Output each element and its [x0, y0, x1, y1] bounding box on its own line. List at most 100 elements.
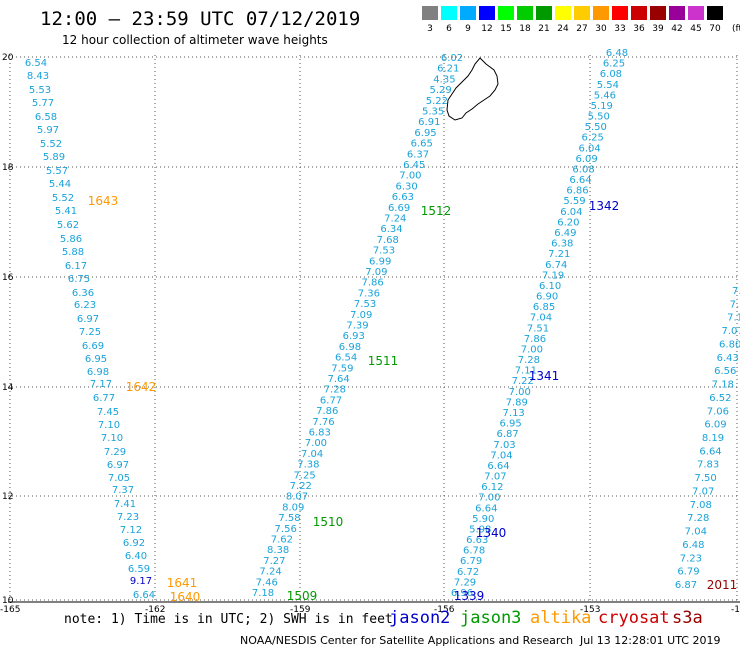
wave-height-value: 6.64 — [487, 461, 509, 472]
wave-height-value: 5.41 — [55, 206, 77, 217]
wave-height-value: 6.75 — [68, 274, 90, 285]
wave-height-value: 6.90 — [536, 292, 558, 303]
legend-label: 42 — [671, 24, 683, 34]
note-text: note: 1) Time is in UTC; 2) SWH is in fe… — [64, 612, 393, 627]
wave-height-value: 6.40 — [125, 551, 147, 562]
wave-height-value: 6.99 — [369, 256, 391, 267]
big-island-outline — [446, 57, 499, 121]
wave-height-value: 7.53 — [354, 299, 376, 310]
wave-height-value: 7.62 — [271, 535, 293, 546]
wave-height-value: 6.91 — [418, 117, 440, 128]
wave-height-value: 7.22 — [512, 376, 534, 387]
wave-height-value: 6.92 — [123, 538, 145, 549]
wave-height-value: 7.56 — [275, 524, 297, 535]
wave-height-value: 6.08 — [572, 164, 594, 175]
legend-swatch — [650, 6, 666, 20]
wave-height-value: 6.79 — [677, 567, 699, 578]
wave-height-value: 7.03 — [493, 440, 515, 451]
wave-height-value: 6.64 — [475, 503, 497, 514]
legend-unit: (ft) — [732, 24, 740, 34]
legend-label: 12 — [481, 24, 493, 34]
wave-height-value: 7.53 — [373, 246, 395, 257]
lat-lon-grid — [8, 55, 740, 603]
wave-height-value: 6.74 — [545, 260, 567, 271]
wave-height-value: 7.83 — [697, 460, 719, 471]
wave-height-value: 6.63 — [466, 535, 488, 546]
wave-height-value: 6.80 — [719, 339, 740, 350]
wave-height-value: 5.90 — [472, 514, 494, 525]
axis-ticks: -165 -162 -159 -156 -153 -150 20 18 16 14 12 10 — [0, 53, 740, 615]
wave-height-value: 6.48 — [682, 540, 704, 551]
legend-label: 45 — [690, 24, 702, 34]
pass-number-label: 1642 — [126, 380, 157, 394]
wave-height-value: 6.20 — [557, 217, 579, 228]
wave-height-value: 6.95 — [85, 354, 107, 365]
satellite-name-jason3: jason3 — [460, 608, 522, 628]
pass-number-label: 1512 — [421, 204, 452, 218]
wave-height-value: 7.04 — [530, 313, 552, 324]
wave-height-value: 7.89 — [506, 397, 528, 408]
wave-height-value: 6.83 — [309, 428, 331, 439]
wave-height-value: 6.45 — [403, 160, 425, 171]
wave-height-value: 7.12 — [120, 525, 142, 536]
wave-height-value: 6.65 — [411, 139, 433, 150]
wave-height-value: 5.50 — [588, 112, 610, 123]
wave-height-value: 5.54 — [597, 80, 619, 91]
wave-height-value: 7.1 — [730, 299, 740, 310]
wave-height-value: 6.52 — [709, 393, 731, 404]
wave-height-value: 7.37 — [112, 485, 134, 496]
lat-tick-label: 12 — [2, 492, 13, 502]
wave-height-value: 6.59 — [128, 564, 150, 575]
wave-height-value: 7.28 — [324, 385, 346, 396]
wave-height-value: 6.02 — [441, 53, 463, 64]
wave-height-value: 6.77 — [320, 395, 342, 406]
wave-height-value: 7.04 — [301, 449, 323, 460]
wave-height-value: 4.35 — [433, 74, 455, 85]
lon-tick-label: -156 — [434, 605, 455, 615]
legend-swatch — [555, 6, 571, 20]
lat-tick-label: 16 — [2, 273, 14, 283]
wave-height-value: 7.29 — [104, 447, 126, 458]
wave-height-value: 6.09 — [575, 154, 597, 165]
wave-height-value: 6.95 — [499, 419, 521, 430]
wave-height-value: 7.36 — [358, 288, 380, 299]
wave-height-value: 5.52 — [40, 139, 62, 150]
wave-height-value: 6.64 — [699, 446, 721, 457]
pass-number-label: 1509 — [287, 589, 318, 603]
legend-label: 27 — [576, 24, 588, 34]
wave-height-value: 6.04 — [560, 207, 582, 218]
wave-height-value: 7.68 — [377, 235, 399, 246]
wave-height-value: 5.59 — [563, 196, 585, 207]
legend-label: 21 — [538, 24, 550, 34]
lat-tick-label: 20 — [2, 53, 14, 63]
wave-height-value: 6.04 — [579, 143, 601, 154]
legend-label: 24 — [557, 24, 569, 34]
wave-height-value: 7.00 — [521, 344, 543, 355]
wave-height-value: 7.64 — [327, 374, 349, 385]
wave-height-value: 7.09 — [365, 267, 387, 278]
legend-swatch — [536, 6, 552, 20]
wave-height-value: 6.48 — [606, 48, 628, 59]
wave-height-value: 7.07 — [692, 486, 714, 497]
wave-height-value: 5.53 — [29, 85, 51, 96]
wave-height-value: 7.22 — [290, 481, 312, 492]
wave-height-value: 7.27 — [263, 556, 285, 567]
pass-number-label: 1341 — [529, 369, 560, 383]
wave-height-value: 7.18 — [252, 588, 274, 599]
wave-height-value: 7.28 — [687, 513, 709, 524]
legend-label: 15 — [500, 24, 512, 34]
legend-swatch — [479, 6, 495, 20]
wave-height-value: 7.21 — [548, 249, 570, 260]
legend-label: 33 — [614, 24, 626, 34]
lat-tick-label: 14 — [2, 383, 14, 393]
wave-height-value: 6.96 — [451, 588, 473, 599]
wave-height-value: 6.37 — [407, 149, 429, 160]
wave-height-value: 7.08 — [690, 500, 712, 511]
wave-height-value: 7.46 — [256, 577, 278, 588]
wave-height-value: 6.77 — [93, 393, 115, 404]
wave-height-value: 7.24 — [259, 567, 281, 578]
wave-height-value: 7.59 — [331, 363, 353, 374]
legend-swatch — [574, 6, 590, 20]
pass-number-label: 1511 — [368, 354, 399, 368]
